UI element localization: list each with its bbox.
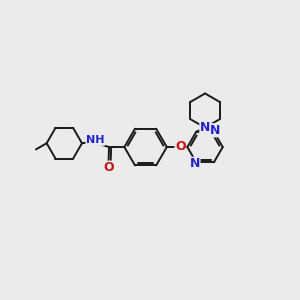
- Text: N: N: [210, 124, 220, 137]
- Text: N: N: [200, 121, 210, 134]
- Text: O: O: [175, 140, 186, 153]
- Text: N: N: [190, 157, 200, 170]
- Text: NH: NH: [86, 135, 104, 145]
- Text: O: O: [103, 161, 114, 174]
